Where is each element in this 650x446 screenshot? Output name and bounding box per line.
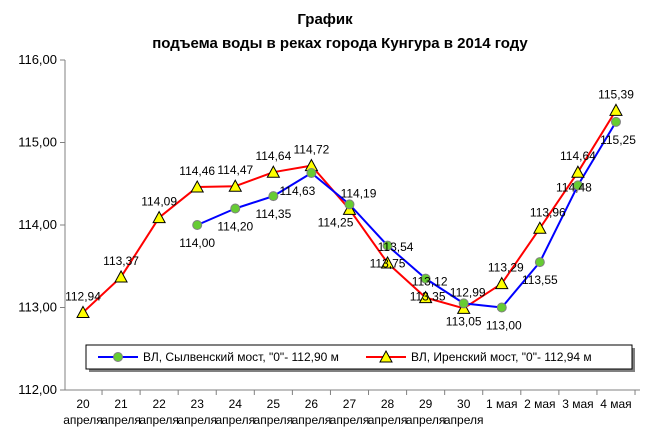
series-1-point — [571, 165, 585, 178]
series-1-data-label: 114,46 — [179, 164, 215, 178]
series-0-data-label: 114,00 — [179, 236, 215, 250]
series-0-point — [534, 257, 545, 268]
series-1-data-label: 115,39 — [598, 87, 634, 101]
x-tick-label: 26 — [305, 397, 319, 411]
series-1-data-label: 114,19 — [341, 186, 377, 200]
series-1-point — [380, 255, 395, 269]
series-0-data-label: 113,75 — [370, 257, 406, 271]
x-tick-sublabel: апреля — [101, 413, 141, 427]
series-0-point — [382, 240, 393, 251]
series-1-point — [418, 290, 433, 304]
series-0-data-label: 113,55 — [522, 273, 558, 287]
x-tick-label: 21 — [114, 397, 128, 411]
x-tick-sublabel: апреля — [254, 413, 294, 427]
series-0-point — [344, 199, 355, 210]
series-1-data-label: 113,37 — [103, 254, 139, 268]
series-1-data-label: 113,29 — [488, 261, 524, 275]
series-1-point — [152, 210, 166, 224]
y-ticks: 112,00 113,00 114,00 115,00 116,00 — [18, 52, 65, 397]
legend-box — [85, 344, 633, 370]
x-tick-label: 25 — [267, 397, 281, 411]
chart-subtitle: подъема воды в реках города Кунгура в 20… — [152, 35, 528, 52]
x-tick-label: 30 — [457, 397, 471, 411]
x-tick-label: 24 — [229, 397, 243, 411]
series-0-point — [458, 298, 469, 309]
x-tick-sublabel: апреля — [215, 413, 255, 427]
y-tick-label: 115,00 — [18, 135, 57, 150]
series-1-point — [494, 276, 509, 290]
x-tick-sublabel: апреля — [63, 413, 103, 427]
series-1-data-label: 114,64 — [255, 149, 291, 163]
series-1-data-label: 112,94 — [65, 289, 101, 303]
x-tick-label: 20 — [76, 397, 90, 411]
series-1-point — [228, 179, 243, 192]
y-tick-label: 114,00 — [18, 217, 57, 232]
series-1-data-label: 114,47 — [217, 163, 253, 177]
series-1-point — [190, 180, 205, 193]
x-tick-label: 22 — [152, 397, 166, 411]
series-0-point — [192, 220, 203, 230]
series-1-point — [114, 269, 128, 283]
series-0-data-label: 113,05 — [446, 314, 482, 328]
series-1-data-label: 113,12 — [412, 275, 448, 289]
series-1-point — [532, 221, 547, 234]
series-0-point — [420, 273, 431, 284]
series-1-point — [76, 305, 90, 318]
series-1-data-label: 112,99 — [450, 285, 486, 299]
x-tick-sublabel: апреля — [406, 413, 446, 427]
x-tick-label: 2 мая — [524, 397, 555, 411]
x-tick-sublabel: апреля — [368, 413, 408, 427]
series-0-data-label: 113,00 — [486, 319, 522, 333]
legend-swatch-marker-0 — [113, 352, 123, 362]
series-0-point — [230, 203, 241, 214]
x-tick-sublabel: апреля — [444, 413, 484, 427]
series-0-point — [306, 168, 317, 179]
chart-title: График — [297, 11, 353, 28]
x-tick-label: 1 мая — [486, 397, 517, 411]
x-tick-label: 27 — [343, 397, 357, 411]
series-0-point — [496, 302, 507, 313]
x-tick-label: 28 — [381, 397, 395, 411]
x-tick-label: 4 мая — [600, 397, 631, 411]
series-0-data-label: 114,63 — [280, 184, 316, 198]
x-tick-sublabel: апреля — [177, 413, 217, 427]
series-0-point — [572, 180, 583, 191]
legend: ВЛ, Сылвенский мост, "0"- 112,90 м ВЛ, И… — [85, 344, 635, 372]
legend-entry-0: ВЛ, Сылвенский мост, "0"- 112,90 м — [143, 350, 339, 364]
x-tick-label: 3 мая — [562, 397, 593, 411]
series-0-data-label: 114,25 — [318, 215, 354, 229]
legend-entry-1: ВЛ, Иренский мост, "0"- 112,94 м — [411, 350, 592, 364]
x-tick-sublabel: апреля — [292, 413, 332, 427]
series-0-data-label: 114,35 — [255, 207, 291, 221]
series-0-data-label: 114,48 — [556, 180, 592, 194]
series-0-data-label: 114,20 — [217, 220, 253, 234]
series-1-point — [609, 103, 623, 116]
series-layer — [76, 103, 623, 318]
series-1-data-label: 113,96 — [530, 205, 566, 219]
series-1-data-label: 113,54 — [378, 240, 414, 254]
x-tick-sublabel: апреля — [139, 413, 179, 427]
series-1-data-label: 114,72 — [294, 143, 330, 157]
y-tick-label: 116,00 — [18, 52, 57, 67]
series-0-point — [268, 191, 279, 202]
series-0-data-label: 113,35 — [410, 290, 446, 304]
x-tick-label: 23 — [191, 397, 205, 411]
series-line-0 — [196, 121, 617, 309]
x-tick-sublabel: апреля — [330, 413, 370, 427]
series-0-data-label: 115,25 — [600, 133, 636, 147]
series-1-data-label: 114,09 — [141, 195, 177, 209]
series-1-point — [266, 165, 281, 178]
series-1-data-label: 114,64 — [560, 149, 596, 163]
x-ticks: 20 апреля 21 апреля 22 апреля 23 апреля 24 апреля… — [63, 390, 636, 427]
y-tick-label: 113,00 — [18, 300, 57, 315]
y-tick-label: 112,00 — [18, 382, 57, 397]
x-tick-label: 29 — [419, 397, 433, 411]
series-0-point — [610, 116, 621, 127]
legend-swatch-marker-1 — [379, 349, 393, 363]
